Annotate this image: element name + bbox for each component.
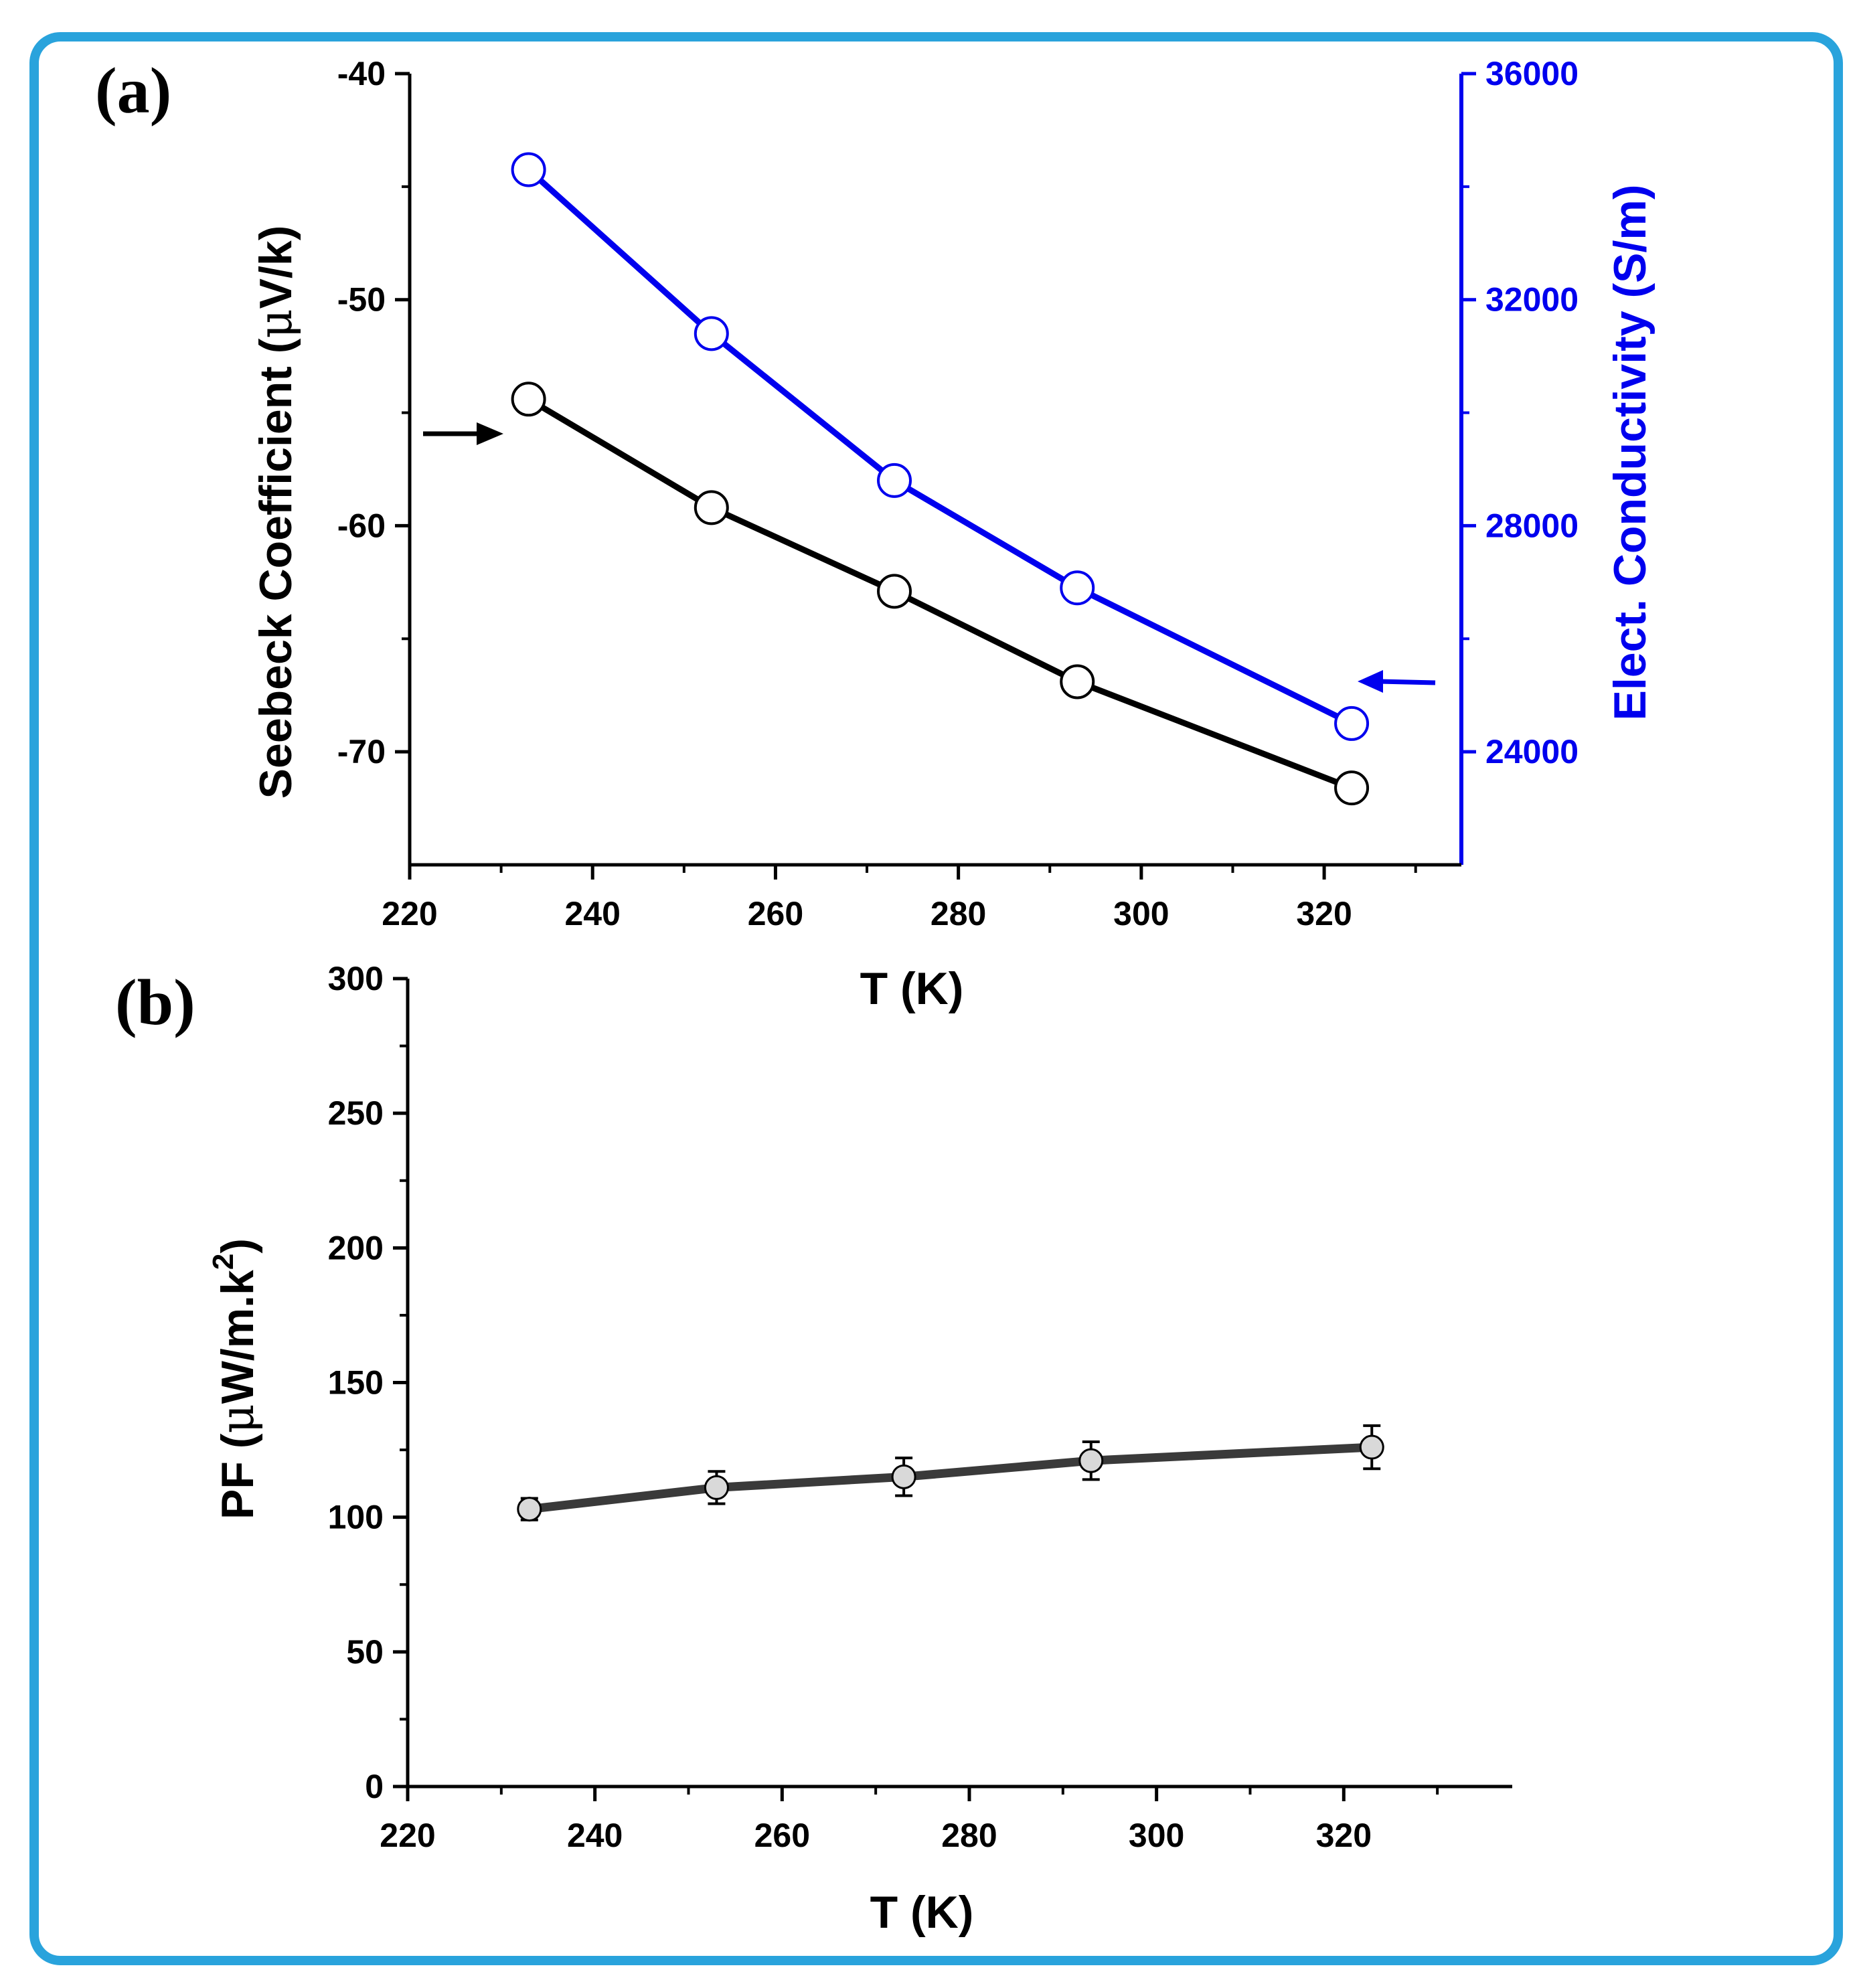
conductivity-arrow <box>1358 670 1436 693</box>
chart-a-y-tick-label: -40 <box>337 55 386 92</box>
conductivity-point <box>1334 706 1370 741</box>
conductivity-point <box>1060 570 1095 606</box>
chart-a-y-tick-label: -70 <box>337 733 386 770</box>
chart-a-x-tick-label: 260 <box>748 895 803 932</box>
chart-b-y-axis-title-mu: μ <box>212 1404 264 1433</box>
chart-a-y-axis-title-mu: μ <box>250 309 303 338</box>
chart-b-y-tick-label: 150 <box>328 1364 384 1402</box>
seebeck-point <box>694 490 729 525</box>
chart-a-y2-tick-label: 36000 <box>1485 55 1579 92</box>
chart-a-x-axis-title: T (K) <box>860 963 964 1014</box>
chart-b-y-tick-label: 200 <box>328 1229 384 1266</box>
chart-b-x-tick-label: 240 <box>567 1817 623 1854</box>
chart-a-y-tick-label: -60 <box>337 507 386 544</box>
conductivity-line-segment <box>1076 585 1354 726</box>
chart-a-x-tick-label: 300 <box>1113 895 1169 932</box>
chart-b-y-tick-label: 50 <box>346 1633 384 1671</box>
pf-point <box>891 1464 916 1489</box>
conductivity-line-segment <box>526 167 714 336</box>
seebeck-point <box>1060 664 1095 699</box>
pf-point <box>1359 1434 1384 1460</box>
seebeck-arrow <box>423 422 503 445</box>
pf-point <box>517 1497 542 1522</box>
chart-a-y2-axis-title: Elect. Conductivity (S/m) <box>1605 185 1655 721</box>
pf-point <box>1078 1448 1104 1473</box>
chart-b-y-axis-title-sup: 2 <box>207 1254 240 1270</box>
chart-b: (b) 220 240 260 280 300 320 0 50 100 150 200 250 30… <box>115 960 1512 1938</box>
chart-b-x-tick-label: 300 <box>1129 1817 1184 1854</box>
chart-b-x-tick-label: 220 <box>380 1817 435 1854</box>
pf-line-segment <box>1090 1442 1372 1465</box>
conductivity-point <box>511 152 546 187</box>
chart-a-y-axis-title: Seebeck Coefficient (μV/k) <box>250 226 303 799</box>
chart-a-y-axis-title-suffix: V/k) <box>250 226 301 309</box>
chart-a-x-tick-label: 220 <box>382 895 437 932</box>
seebeck-line-segment <box>893 588 1079 685</box>
seebeck-line-segment <box>1076 679 1353 791</box>
chart-b-y-tick-label: 0 <box>365 1768 384 1805</box>
figure-frame <box>29 32 1843 1965</box>
chart-b-x-tick-label: 260 <box>754 1817 810 1854</box>
chart-b-x-tick-label: 280 <box>941 1817 997 1854</box>
seebeck-point <box>511 382 546 417</box>
chart-b-x-tick-label: 320 <box>1316 1817 1372 1854</box>
seebeck-point <box>1334 770 1370 806</box>
chart-a-y2-tick-label: 28000 <box>1485 507 1579 544</box>
chart-a-y-tick-label: -50 <box>337 281 386 319</box>
chart-b-y-axis-title-suffix: ) <box>212 1238 263 1254</box>
chart-a: (a) 220 240 260 280 300 320 -40 -50 -60 -70 3600… <box>95 55 1655 1014</box>
panel-b-label: (b) <box>115 967 195 1039</box>
panel-a-label: (a) <box>95 55 171 127</box>
seebeck-point <box>877 574 912 609</box>
pf-line-segment <box>716 1472 904 1492</box>
pf-line-segment <box>529 1483 718 1514</box>
chart-a-y2-tick-label: 32000 <box>1485 281 1579 319</box>
chart-a-x-tick-label: 320 <box>1296 895 1352 932</box>
pf-point <box>704 1475 729 1500</box>
seebeck-line-segment <box>710 505 896 594</box>
seebeck-line-segment <box>527 396 714 511</box>
chart-b-y-axis-title-prefix: PF ( <box>212 1433 263 1519</box>
conductivity-point <box>877 463 912 498</box>
chart-b-y-tick-label: 100 <box>328 1499 384 1536</box>
chart-b-y-axis-title: PF (μW/m.k2) <box>207 1238 264 1519</box>
chart-a-y2-tick-label: 24000 <box>1485 733 1579 770</box>
chart-b-y-tick-label: 300 <box>328 960 384 997</box>
chart-b-y-tick-label: 250 <box>328 1094 384 1132</box>
pf-line-segment <box>903 1456 1092 1481</box>
conductivity-point <box>694 316 729 351</box>
chart-a-x-tick-label: 280 <box>931 895 986 932</box>
chart-a-y-axis-title-prefix: Seebeck Coefficient ( <box>250 338 301 799</box>
conductivity-line-segment <box>892 478 1079 591</box>
chart-b-x-axis-title: T (K) <box>870 1887 974 1938</box>
conductivity-line-segment <box>709 331 896 483</box>
chart-a-x-tick-label: 240 <box>564 895 620 932</box>
chart-b-y-axis-title-mid: W/m.k <box>212 1270 263 1404</box>
